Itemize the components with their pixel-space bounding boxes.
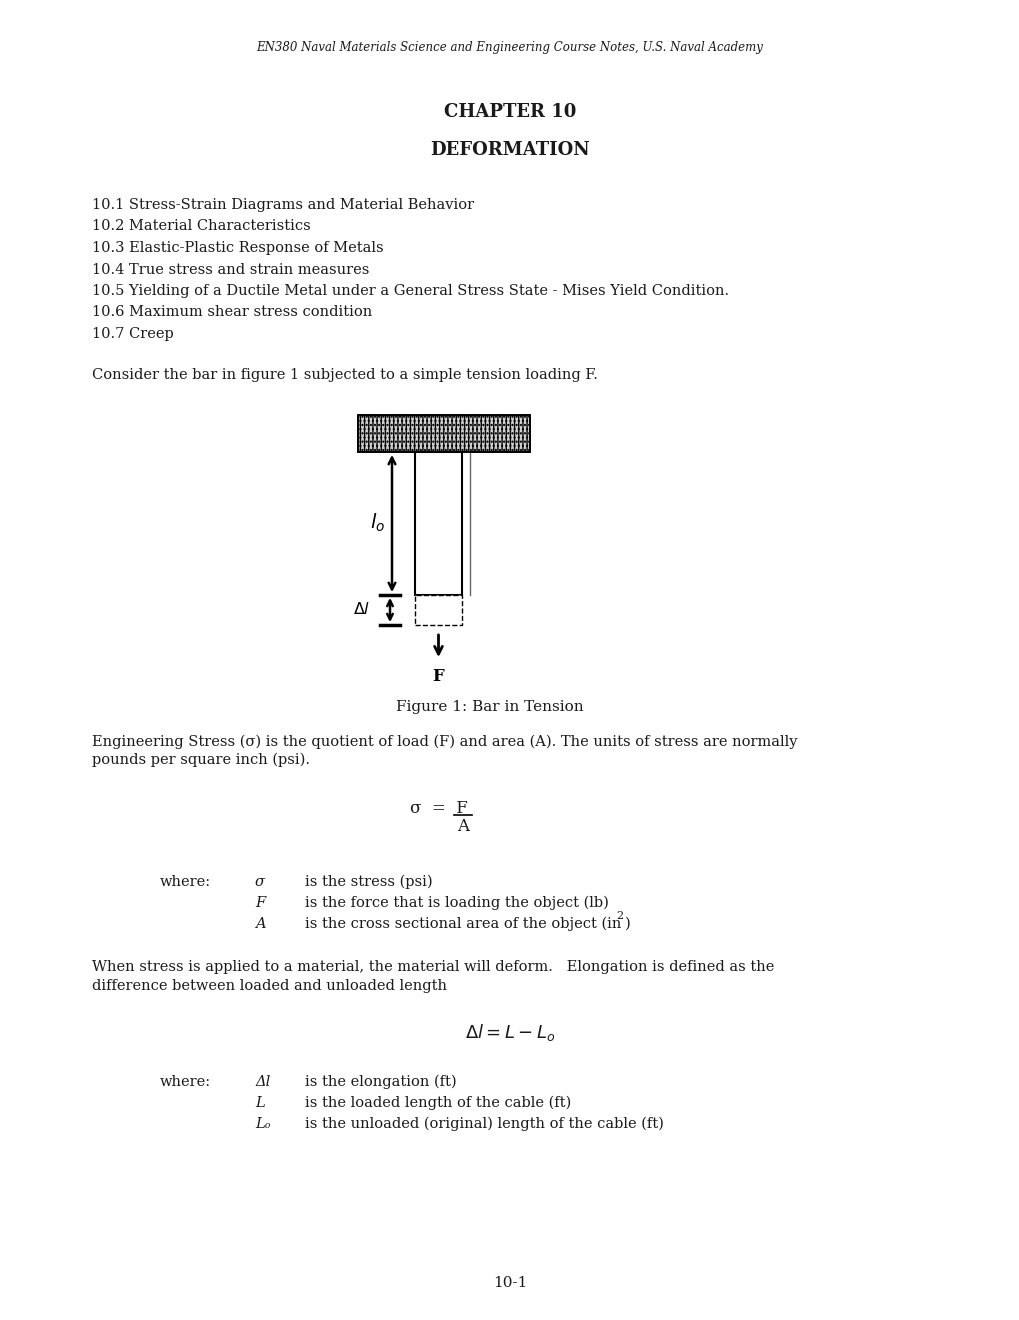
Text: pounds per square inch (psi).: pounds per square inch (psi). [92,752,310,767]
Text: DEFORMATION: DEFORMATION [430,141,589,158]
Text: Figure 1: Bar in Tension: Figure 1: Bar in Tension [395,700,583,714]
Text: EN380 Naval Materials Science and Engineering Course Notes, U.S. Naval Academy: EN380 Naval Materials Science and Engine… [257,41,762,54]
Text: is the elongation (ft): is the elongation (ft) [305,1074,457,1089]
Text: 10.4 True stress and strain measures: 10.4 True stress and strain measures [92,263,369,276]
Text: is the force that is loading the object (lb): is the force that is loading the object … [305,896,608,911]
Text: $\Delta l$: $\Delta l$ [353,602,370,619]
Text: L: L [255,1096,265,1110]
Text: $l_o$: $l_o$ [370,512,385,535]
Text: When stress is applied to a material, the material will deform.   Elongation is : When stress is applied to a material, th… [92,960,773,974]
Text: where:: where: [160,875,211,888]
Text: ): ) [625,917,630,931]
Text: difference between loaded and unloaded length: difference between loaded and unloaded l… [92,979,446,993]
Text: CHAPTER 10: CHAPTER 10 [443,103,576,121]
Text: $\Delta l = L - L_o$: $\Delta l = L - L_o$ [465,1022,554,1043]
Text: σ  =  F: σ = F [410,800,468,817]
Text: A: A [255,917,265,931]
Text: is the cross sectional area of the object (in: is the cross sectional area of the objec… [305,917,621,932]
Text: 2: 2 [615,911,623,921]
Text: is the unloaded (original) length of the cable (ft): is the unloaded (original) length of the… [305,1117,663,1131]
Text: 10-1: 10-1 [492,1276,527,1290]
Text: 10.3 Elastic-Plastic Response of Metals: 10.3 Elastic-Plastic Response of Metals [92,242,383,255]
Text: is the stress (psi): is the stress (psi) [305,875,432,890]
Text: Consider the bar in figure 1 subjected to a simple tension loading F.: Consider the bar in figure 1 subjected t… [92,368,597,381]
Bar [415,595,462,624]
Text: F: F [432,668,444,685]
Text: F: F [255,896,265,909]
Text: 10.1 Stress-Strain Diagrams and Material Behavior: 10.1 Stress-Strain Diagrams and Material… [92,198,474,213]
Text: Engineering Stress (σ) is the quotient of load (F) and area (A). The units of st: Engineering Stress (σ) is the quotient o… [92,735,797,750]
Text: 10.7 Creep: 10.7 Creep [92,327,173,341]
Bar [415,451,462,595]
Text: is the loaded length of the cable (ft): is the loaded length of the cable (ft) [305,1096,571,1110]
Text: where:: where: [160,1074,211,1089]
Text: Δl: Δl [255,1074,270,1089]
Text: 10.2 Material Characteristics: 10.2 Material Characteristics [92,219,311,234]
Text: A: A [457,818,469,836]
Text: 10.5 Yielding of a Ductile Metal under a General Stress State - Mises Yield Cond: 10.5 Yielding of a Ductile Metal under a… [92,284,729,298]
Text: Lₒ: Lₒ [255,1117,270,1131]
Text: 10.6 Maximum shear stress condition: 10.6 Maximum shear stress condition [92,305,372,319]
Bar [358,414,530,451]
Text: σ: σ [255,875,265,888]
Bar [358,414,530,451]
